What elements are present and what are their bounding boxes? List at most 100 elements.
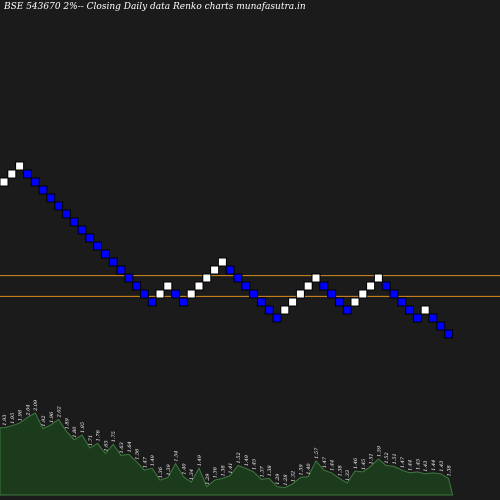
renko-brick-down <box>132 281 142 291</box>
volume-label: 1.85 <box>80 422 86 433</box>
renko-brick-up <box>295 289 305 299</box>
renko-brick-down <box>22 169 32 179</box>
renko-brick-down <box>436 321 446 331</box>
renko-brick-down <box>444 329 454 339</box>
renko-brick-down <box>46 193 56 203</box>
volume-label: 1.43 <box>439 461 445 472</box>
volume-label: 1.45 <box>415 459 421 470</box>
renko-brick-up <box>202 273 212 283</box>
renko-brick-up <box>420 305 430 315</box>
renko-brick-up <box>350 297 360 307</box>
renko-brick-down <box>249 289 259 299</box>
renko-brick-up <box>217 257 227 267</box>
volume-label: 1.80 <box>72 426 78 438</box>
volume-label: 1.44 <box>330 460 336 471</box>
renko-brick-down <box>342 305 352 315</box>
volume-label: 1.76 <box>96 429 102 441</box>
volume-label: 1.56 <box>135 448 141 460</box>
renko-brick-down <box>100 249 110 259</box>
renko-brick-up <box>288 297 298 307</box>
renko-brick-up <box>311 273 321 283</box>
renko-brick-up <box>194 281 204 291</box>
volume-label: 1.64 <box>127 441 133 452</box>
volume-label: 2.09 <box>33 399 39 412</box>
renko-brick-down <box>54 201 64 211</box>
volume-label: 1.52 <box>236 452 242 463</box>
renko-brick-down <box>233 273 243 283</box>
volume-label: 1.36 <box>213 466 219 478</box>
volume-label: 1.98 <box>18 410 24 421</box>
renko-brick-up <box>163 281 173 291</box>
renko-brick-down <box>108 257 118 267</box>
volume-label: 1.33 <box>345 470 351 481</box>
renko-brick-down <box>319 281 329 291</box>
renko-brick-down <box>139 289 149 299</box>
volume-label: 1.96 <box>49 411 55 423</box>
volume-label: 1.47 <box>400 456 406 468</box>
renko-brick-down <box>69 217 79 227</box>
renko-brick-down <box>85 233 95 243</box>
renko-brick-down <box>124 273 134 283</box>
renko-brick-up <box>15 161 25 171</box>
volume-label: 1.93 <box>2 415 8 426</box>
volume-label: 1.65 <box>103 440 109 451</box>
volume-label: 1.46 <box>353 457 359 469</box>
renko-brick-up <box>210 265 220 275</box>
volume-label: 1.47 <box>142 456 148 468</box>
volume-label: 2.04 <box>25 404 31 416</box>
volume-label: 1.43 <box>423 461 429 472</box>
renko-brick-down <box>116 265 126 275</box>
volume-label: 1.45 <box>252 459 258 470</box>
renko-brick-down <box>327 289 337 299</box>
renko-brick-up <box>303 281 313 291</box>
volume-label: 1.39 <box>298 464 304 476</box>
volume-label: 1.29 <box>275 473 281 485</box>
renko-brick-down <box>256 297 266 307</box>
volume-label: 1.38 <box>220 465 226 476</box>
volume-label: 1.75 <box>111 431 117 442</box>
volume-label: 1.40 <box>306 463 312 475</box>
renko-brick-up <box>280 305 290 315</box>
volume-label: 1.36 <box>158 466 164 478</box>
renko-brick-down <box>381 281 391 291</box>
renko-brick-up <box>7 169 17 179</box>
volume-label: 1.51 <box>369 453 375 464</box>
renko-brick-down <box>30 177 40 187</box>
volume-label: 1.92 <box>41 415 47 426</box>
volume-label: 1.37 <box>259 465 265 477</box>
renko-brick-down <box>147 297 157 307</box>
volume-label: 1.63 <box>119 442 125 453</box>
renko-brick-down <box>397 297 407 307</box>
volume-label: 1.28 <box>283 474 289 485</box>
volume-label: 1.57 <box>314 447 320 459</box>
renko-brick-down <box>178 297 188 307</box>
chart-title: BSE 543670 2%-- Closing Daily data Renko… <box>4 2 306 12</box>
renko-brick-down <box>93 241 103 251</box>
renko-brick-up <box>186 289 196 299</box>
renko-brick-up <box>373 273 383 283</box>
renko-brick-down <box>61 209 71 219</box>
renko-brick-down <box>428 313 438 323</box>
volume-label: 1.59 <box>376 445 382 457</box>
volume-label: 1.44 <box>431 460 437 471</box>
renko-brick-up <box>358 289 368 299</box>
volume-label: 1.32 <box>291 471 297 482</box>
volume-label: 1.71 <box>88 435 94 446</box>
renko-brick-down <box>264 305 274 315</box>
renko-brick-down <box>389 289 399 299</box>
volume-label: 1.89 <box>64 417 70 429</box>
volume-label: 1.95 <box>10 413 16 424</box>
renko-brick-down <box>241 281 251 291</box>
renko-brick-down <box>38 185 48 195</box>
volume-label: 1.38 <box>447 465 453 476</box>
volume-label: 1.41 <box>228 462 234 473</box>
volume-label: 2.02 <box>57 406 63 418</box>
volume-label: 1.54 <box>174 451 180 462</box>
volume-label: 1.52 <box>384 452 390 463</box>
renko-brick-down <box>77 225 87 235</box>
volume-label: 1.29 <box>205 473 211 485</box>
volume-area <box>0 412 454 496</box>
renko-brick-down <box>171 289 181 299</box>
volume-label: 1.38 <box>337 465 343 476</box>
